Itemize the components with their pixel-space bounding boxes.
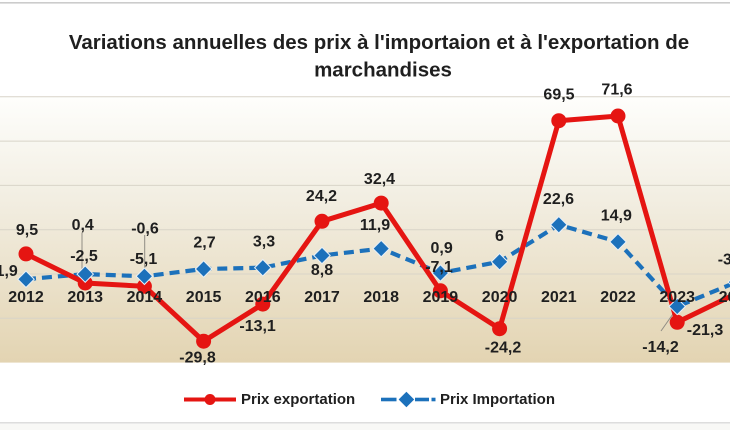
svg-text:Prix exportation: Prix exportation: [241, 391, 355, 408]
svg-text:2021: 2021: [541, 289, 577, 306]
svg-text:-7,1: -7,1: [425, 259, 453, 276]
svg-text:11,9: 11,9: [360, 217, 390, 234]
svg-text:2022: 2022: [600, 289, 636, 306]
svg-text:-29,8: -29,8: [179, 350, 216, 367]
svg-text:24,2: 24,2: [306, 188, 337, 205]
svg-text:-5,1: -5,1: [130, 251, 158, 268]
svg-text:2014: 2014: [127, 289, 163, 306]
svg-text:Prix Importation: Prix Importation: [440, 391, 555, 408]
svg-text:2015: 2015: [186, 289, 222, 306]
svg-text:6: 6: [495, 228, 504, 245]
svg-text:2012: 2012: [8, 289, 44, 306]
svg-text:69,5: 69,5: [543, 86, 574, 103]
svg-text:0,9: 0,9: [430, 240, 452, 257]
svg-text:2023: 2023: [659, 289, 695, 306]
svg-text:2,7: 2,7: [193, 235, 215, 252]
svg-text:-1,9: -1,9: [0, 263, 18, 280]
svg-text:2017: 2017: [304, 289, 340, 306]
svg-text:-14,2: -14,2: [642, 339, 679, 356]
svg-text:-24,2: -24,2: [485, 340, 522, 357]
svg-text:3,3: 3,3: [253, 234, 275, 251]
svg-text:2016: 2016: [245, 289, 281, 306]
svg-text:2018: 2018: [363, 289, 399, 306]
svg-text:22,6: 22,6: [543, 191, 574, 208]
svg-text:71,6: 71,6: [601, 82, 632, 99]
svg-text:32,4: 32,4: [364, 171, 395, 188]
svg-text:14,9: 14,9: [601, 207, 632, 224]
svg-text:2020: 2020: [482, 289, 518, 306]
svg-text:Variations annuelles des prix: Variations annuelles des prix à l'import…: [69, 31, 689, 54]
svg-text:0,4: 0,4: [72, 217, 94, 234]
svg-text:9,5: 9,5: [16, 222, 38, 239]
svg-text:-21,3: -21,3: [687, 322, 724, 339]
svg-text:-13,1: -13,1: [239, 318, 276, 335]
svg-text:-2,5: -2,5: [70, 248, 98, 265]
svg-text:2024: 2024: [719, 289, 730, 306]
svg-text:-3,2: -3,2: [718, 252, 730, 269]
svg-text:2019: 2019: [423, 289, 459, 306]
svg-text:-0,6: -0,6: [131, 221, 159, 238]
svg-text:2013: 2013: [67, 289, 103, 306]
svg-text:marchandises: marchandises: [314, 59, 452, 82]
svg-text:8,8: 8,8: [311, 262, 333, 279]
